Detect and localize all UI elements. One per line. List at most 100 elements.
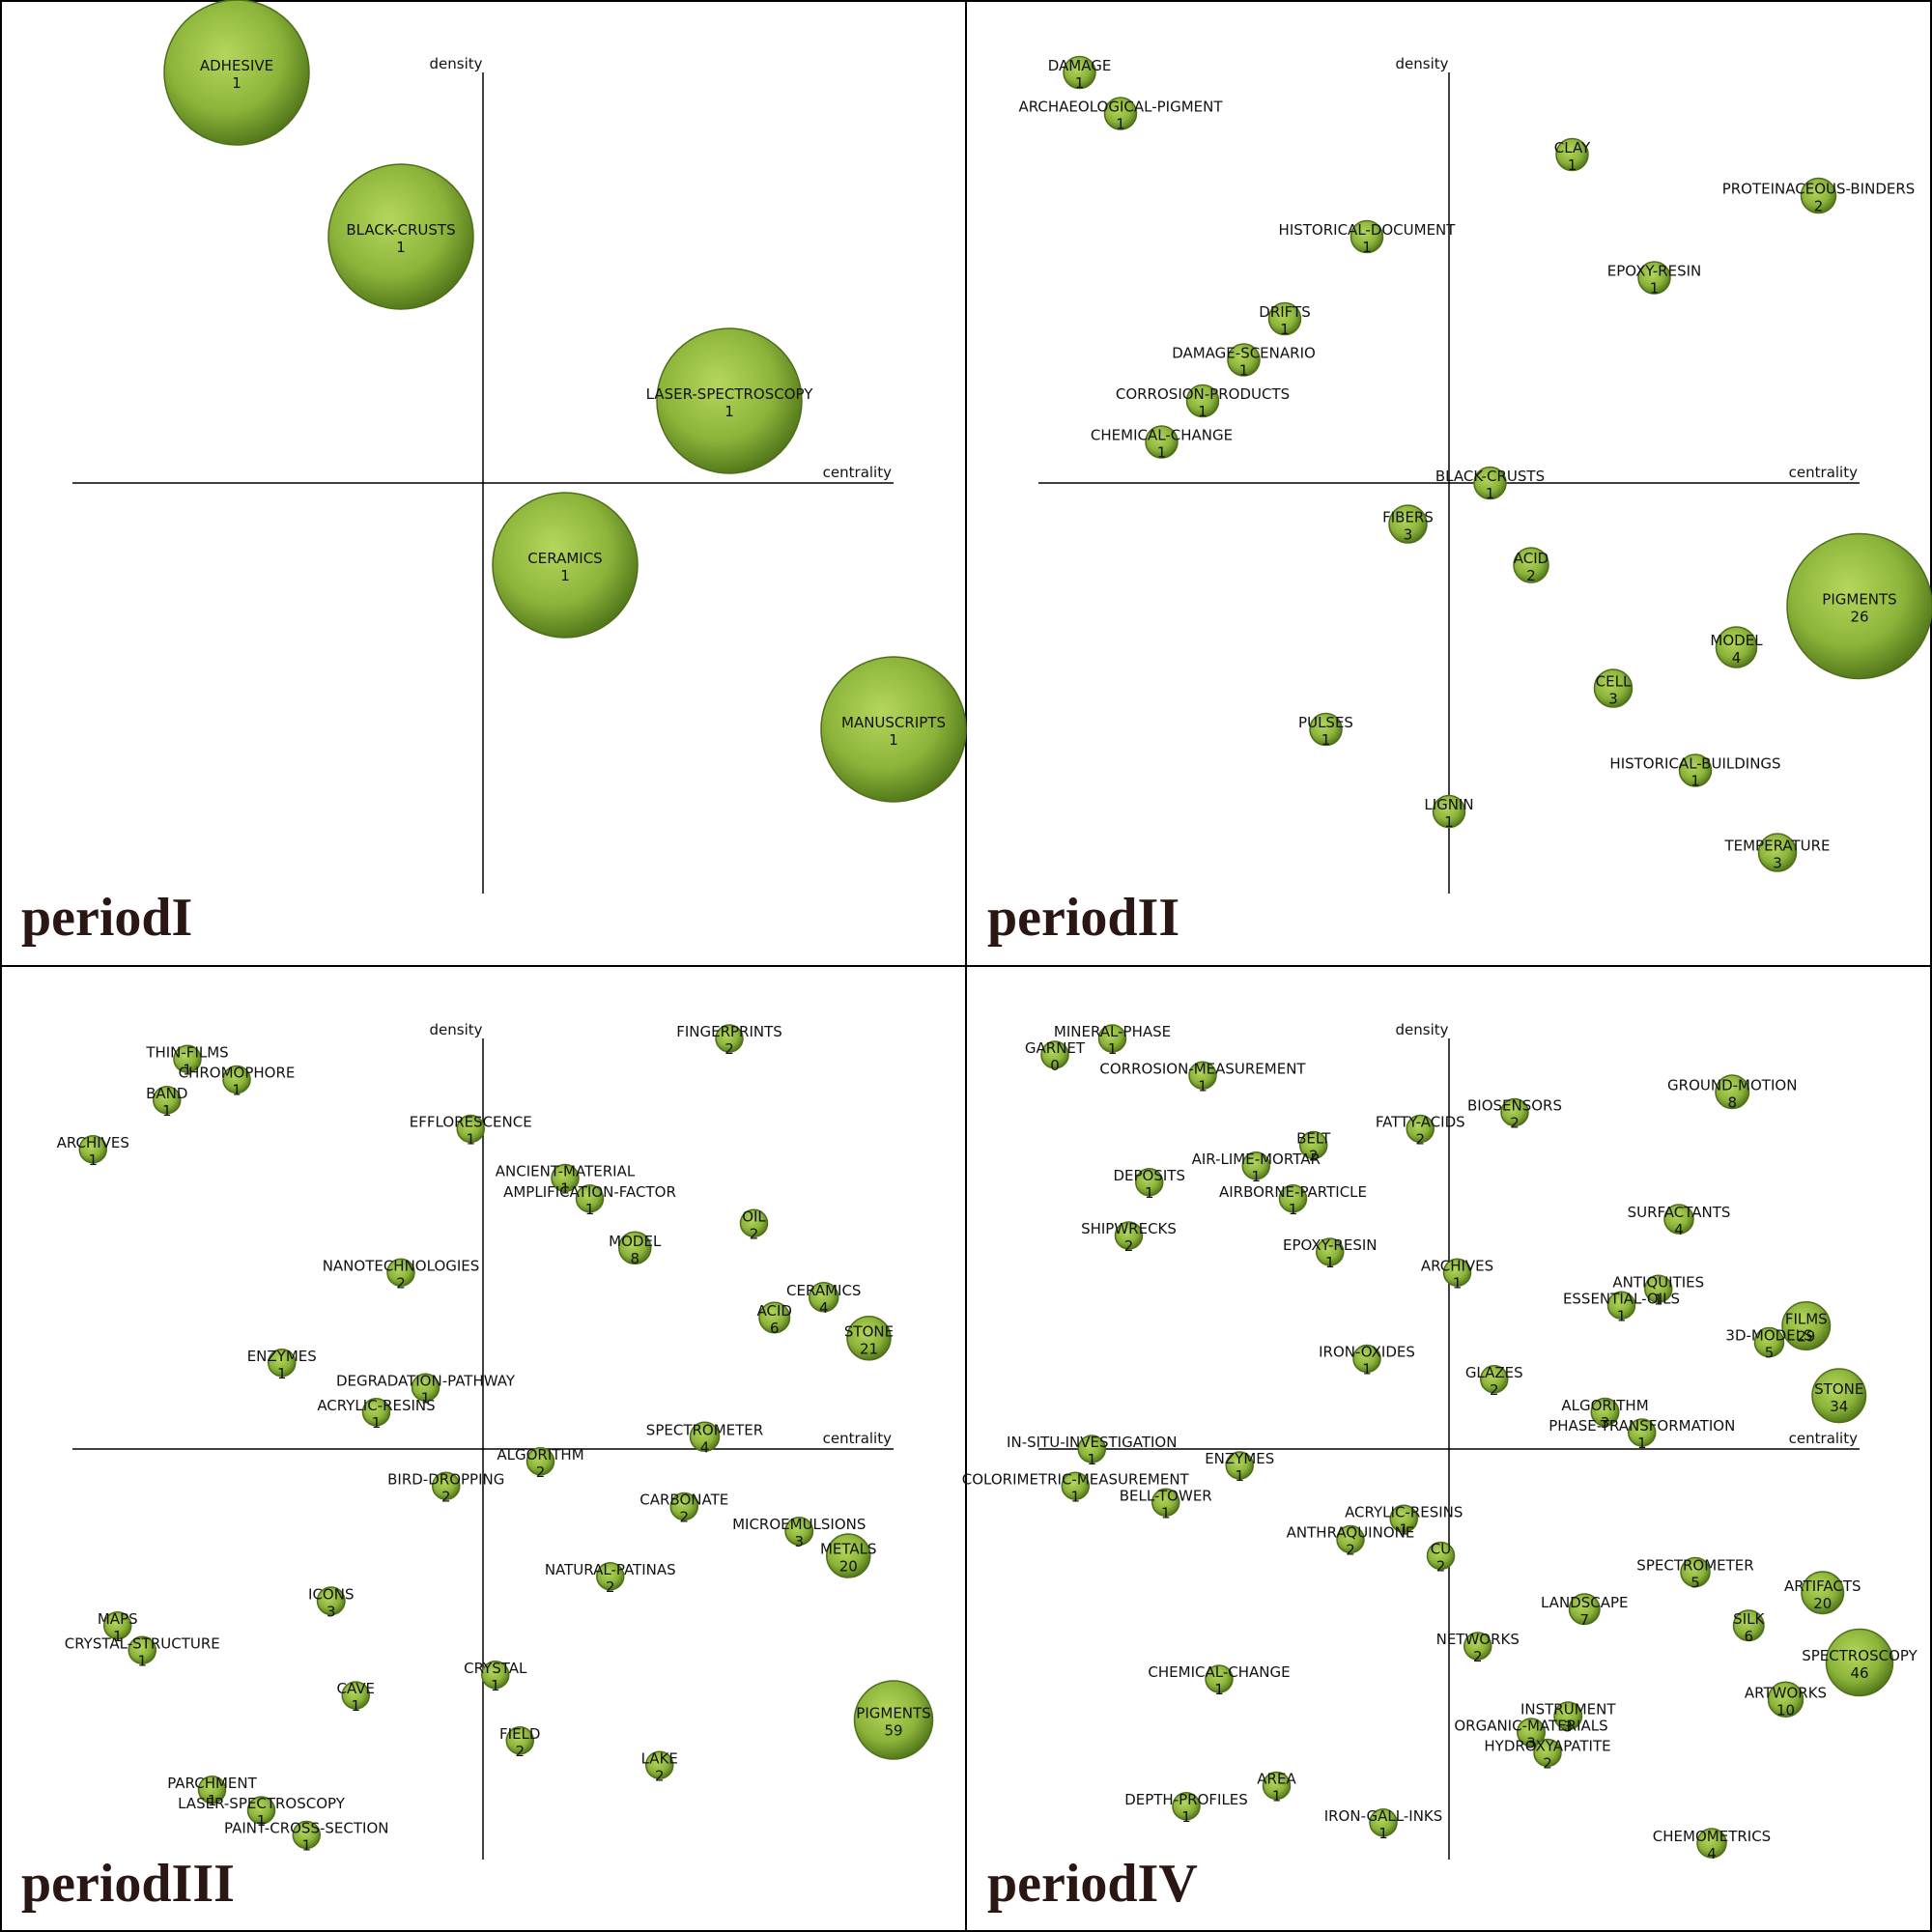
bubble-count: 10 [1776,1701,1795,1719]
bubble-label: ACID [1514,550,1548,567]
bubble [1715,1074,1750,1110]
panel-title: periodI [21,888,192,948]
bubble-label: CHEMOMETRICS [1653,1828,1771,1845]
bubble-count: 1 [1280,321,1290,338]
bubble [1801,1571,1845,1615]
panel-title: periodII [987,888,1179,948]
bubble-count: 59 [884,1722,902,1740]
bubble-count: 2 [1124,1237,1134,1255]
bubble [197,1776,227,1804]
bubble [1590,1397,1620,1427]
bubble [163,0,310,146]
bubble-label: MINERAL-PHASE [1054,1023,1171,1040]
bubble [1227,343,1261,377]
bubble-label: HISTORICAL-DOCUMENT [1279,221,1457,239]
bubble-label: AIRBORNE-PARTICLE [1219,1183,1367,1201]
bubble [1473,466,1507,500]
bubble [1063,55,1096,90]
bubble-label: IRON-GALL-INKS [1324,1807,1443,1825]
bubble-count: 1 [113,1628,123,1645]
bubble [1480,1365,1509,1394]
bubble-count: 1 [1650,280,1660,298]
bubble-count: 1 [889,731,898,749]
bubble [1628,1418,1657,1447]
bubble-label: CERAMICS [786,1282,861,1299]
bubble [386,1258,415,1287]
panel-title: periodIV [987,1854,1198,1914]
bubble [656,327,803,474]
bubble [1644,1274,1673,1303]
bubble [758,1301,791,1334]
bubble-label: ARCHIVES [57,1134,129,1151]
bubble-label: EPOXY-RESIN [1283,1236,1378,1254]
bubble-label: DRIFTS [1259,303,1310,321]
bubble-count: 1 [585,1201,595,1218]
bubble-label: METALS [820,1541,877,1558]
bubble-count: 1 [1486,485,1495,502]
bubble [128,1635,156,1664]
bubble-label: ACID [757,1302,792,1320]
bubble [316,1586,346,1616]
bubble-count: 1 [1075,74,1085,92]
bubble [1555,137,1589,172]
bubble-count: 1 [232,74,242,92]
bubble [526,1447,555,1476]
bubble-count: 1 [1235,1467,1244,1485]
bubble [1800,177,1837,214]
bubble-label: BLACK-CRUSTS [346,221,455,239]
bubble [1172,1792,1201,1821]
bubble-label: ARCHAEOLOGICAL-PIGMENT [1018,99,1223,116]
bubble-label: AREA [1257,1771,1296,1788]
bubble [1517,1718,1546,1747]
bubble-count: 1 [421,1389,431,1406]
bubble [1077,1435,1106,1463]
bubble-count: 1 [257,1812,267,1830]
bubble-label: CU [1431,1541,1451,1558]
bubble-label: 3D-MODELS [1725,1327,1812,1345]
bubble-label: ARCHIVES [1421,1257,1493,1274]
bubble-label: SPECTROMETER [1636,1557,1753,1575]
bubble [551,1163,580,1193]
bubble-count: 1 [1289,1201,1298,1218]
bubble [327,163,474,310]
bubble [1309,712,1343,747]
bubble [153,1086,182,1115]
bubble-label: EPOXY-RESIN [1607,263,1702,280]
bubble-label: SPECTROSCOPY [1802,1647,1918,1664]
bubble-label: ARTWORKS [1745,1684,1827,1701]
bubble [1185,384,1220,418]
bubble [1225,1451,1254,1480]
bubble-label: MODEL [1710,632,1763,649]
bubble-label: CARBONATE [639,1492,728,1509]
bubble-label: ESSENTIAL-OILS [1563,1290,1680,1307]
bubble-label: CHEMICAL-CHANGE [1091,427,1233,444]
bubble [505,1726,534,1755]
